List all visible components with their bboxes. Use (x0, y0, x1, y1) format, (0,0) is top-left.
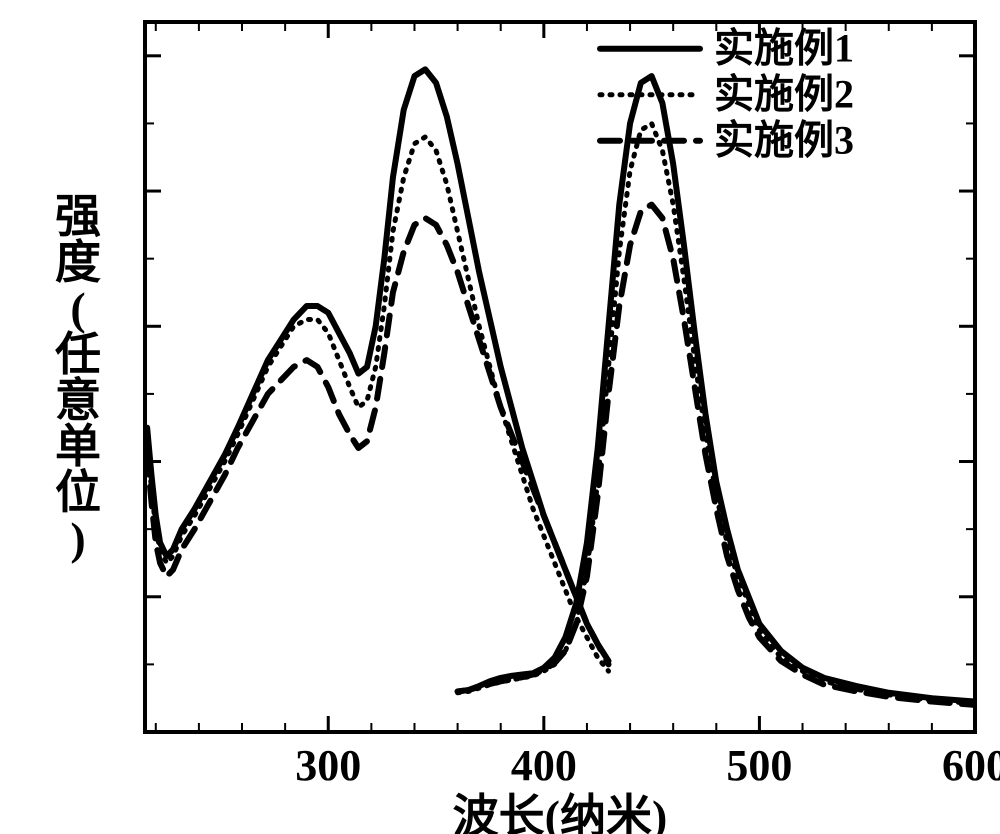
x-tick-label: 400 (511, 741, 577, 790)
y-axis-label-char: 意 (55, 375, 101, 426)
legend-label: 实施例2 (714, 72, 854, 117)
x-axis-label: 波长(纳米) (453, 791, 668, 834)
y-axis-label-char: 位 (55, 467, 101, 518)
x-tick-label: 600 (942, 741, 1000, 790)
x-tick-label: 500 (726, 741, 792, 790)
y-axis-label-char: ) (70, 513, 85, 564)
y-axis-label-char: 度 (55, 237, 101, 288)
x-tick-label: 300 (295, 741, 361, 790)
y-axis-label-char: ( (70, 283, 85, 334)
y-axis-label-char: 单 (55, 421, 101, 472)
legend-label: 实施例3 (714, 118, 854, 163)
spectrum-chart: 300 400 500 600 波长(纳米) 强度(任意单位) 实施例1实施例2实施例3 (0, 0, 1000, 834)
y-axis-label-char: 强 (55, 191, 101, 242)
y-axis-label-char: 任 (55, 329, 101, 380)
legend-label: 实施例1 (714, 26, 854, 71)
chart-svg: 300 400 500 600 波长(纳米) 强度(任意单位) 实施例1实施例2实施例3 (0, 0, 1000, 834)
